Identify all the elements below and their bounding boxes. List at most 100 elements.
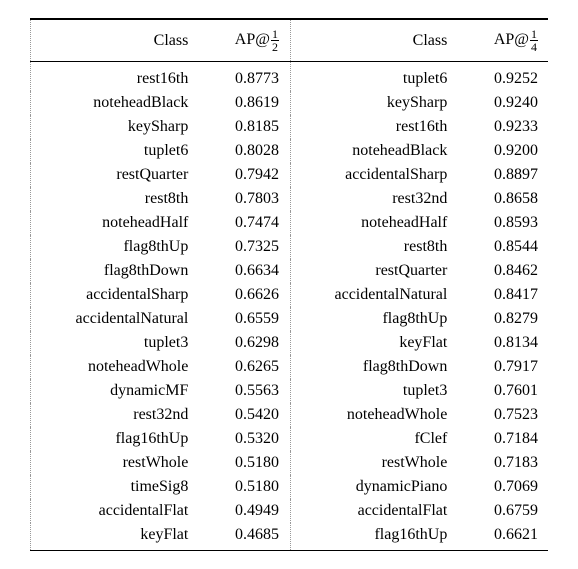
cell-class-left: rest32nd xyxy=(32,403,206,427)
cell-class-right: fClef xyxy=(290,427,465,451)
cell-ap-left: 0.8773 xyxy=(206,62,289,92)
header-ap-left: AP@12 xyxy=(206,20,289,62)
table-row: restQuarter0.7942accidentalSharp0.8897 xyxy=(31,163,549,187)
table-row: flag8thDown0.6634restQuarter0.8462 xyxy=(31,259,549,283)
cell-ap-right: 0.7069 xyxy=(465,475,548,499)
table-row: keyFlat0.4685flag16thUp0.6621 xyxy=(31,523,549,550)
cell-class-left: flag8thUp xyxy=(32,235,206,259)
table-row: flag8thUp0.7325rest8th0.8544 xyxy=(31,235,549,259)
results-table: Class AP@12 Class AP@14 rest16th0.8773tu… xyxy=(30,20,548,550)
table-row: dynamicMF0.5563tuplet30.7601 xyxy=(31,379,549,403)
cell-ap-left: 0.6298 xyxy=(206,331,289,355)
table-row: accidentalNatural0.6559flag8thUp0.8279 xyxy=(31,307,549,331)
cell-class-right: noteheadHalf xyxy=(290,211,465,235)
cell-class-right: dynamicPiano xyxy=(290,475,465,499)
cell-ap-left: 0.8619 xyxy=(206,91,289,115)
table-row: tuplet60.8028noteheadBlack0.9200 xyxy=(31,139,549,163)
cell-ap-left: 0.7474 xyxy=(206,211,289,235)
cell-ap-right: 0.7184 xyxy=(465,427,548,451)
table-row: timeSig80.5180dynamicPiano0.7069 xyxy=(31,475,549,499)
cell-ap-right: 0.9252 xyxy=(465,62,548,92)
cell-class-right: flag8thUp xyxy=(290,307,465,331)
header-row: Class AP@12 Class AP@14 xyxy=(31,20,549,62)
cell-class-right: accidentalNatural xyxy=(290,283,465,307)
header-class-left: Class xyxy=(32,20,206,62)
cell-class-right: accidentalFlat xyxy=(290,499,465,523)
cell-ap-left: 0.4949 xyxy=(206,499,289,523)
cell-class-right: noteheadWhole xyxy=(290,403,465,427)
cell-ap-left: 0.5180 xyxy=(206,475,289,499)
cell-ap-left: 0.5320 xyxy=(206,427,289,451)
cell-class-left: rest16th xyxy=(32,62,206,92)
table-row: noteheadWhole0.6265flag8thDown0.7917 xyxy=(31,355,549,379)
cell-ap-left: 0.6626 xyxy=(206,283,289,307)
cell-ap-right: 0.7523 xyxy=(465,403,548,427)
cell-ap-right: 0.8462 xyxy=(465,259,548,283)
cell-ap-right: 0.8593 xyxy=(465,211,548,235)
table-row: accidentalSharp0.6626accidentalNatural0.… xyxy=(31,283,549,307)
cell-ap-left: 0.8028 xyxy=(206,139,289,163)
cell-class-right: rest32nd xyxy=(290,187,465,211)
cell-class-left: restWhole xyxy=(32,451,206,475)
ap-frac-left: 12 xyxy=(271,28,279,53)
cell-class-left: dynamicMF xyxy=(32,379,206,403)
cell-ap-left: 0.5180 xyxy=(206,451,289,475)
cell-ap-right: 0.9233 xyxy=(465,115,548,139)
table-row: rest16th0.8773tuplet60.9252 xyxy=(31,62,549,92)
cell-ap-right: 0.7601 xyxy=(465,379,548,403)
cell-ap-right: 0.9200 xyxy=(465,139,548,163)
table-row: noteheadHalf0.7474noteheadHalf0.8593 xyxy=(31,211,549,235)
cell-ap-left: 0.7942 xyxy=(206,163,289,187)
cell-class-left: accidentalFlat xyxy=(32,499,206,523)
cell-class-right: rest8th xyxy=(290,235,465,259)
cell-ap-right: 0.8897 xyxy=(465,163,548,187)
cell-class-left: tuplet6 xyxy=(32,139,206,163)
cell-ap-left: 0.5563 xyxy=(206,379,289,403)
table-row: tuplet30.6298keyFlat0.8134 xyxy=(31,331,549,355)
cell-ap-right: 0.8134 xyxy=(465,331,548,355)
results-table-container: Class AP@12 Class AP@14 rest16th0.8773tu… xyxy=(30,18,548,551)
cell-class-right: accidentalSharp xyxy=(290,163,465,187)
cell-class-left: accidentalNatural xyxy=(32,307,206,331)
table-row: accidentalFlat0.4949accidentalFlat0.6759 xyxy=(31,499,549,523)
cell-class-right: keySharp xyxy=(290,91,465,115)
cell-ap-left: 0.5420 xyxy=(206,403,289,427)
header-ap-right: AP@14 xyxy=(465,20,548,62)
cell-class-left: restQuarter xyxy=(32,163,206,187)
cell-ap-right: 0.7183 xyxy=(465,451,548,475)
header-class-right: Class xyxy=(290,20,465,62)
cell-class-left: flag8thDown xyxy=(32,259,206,283)
cell-ap-left: 0.4685 xyxy=(206,523,289,550)
ap-prefix-left: AP@ xyxy=(235,31,270,48)
cell-ap-left: 0.8185 xyxy=(206,115,289,139)
table-row: rest8th0.7803rest32nd0.8658 xyxy=(31,187,549,211)
cell-class-right: keyFlat xyxy=(290,331,465,355)
cell-class-right: tuplet3 xyxy=(290,379,465,403)
table-row: restWhole0.5180restWhole0.7183 xyxy=(31,451,549,475)
cell-ap-right: 0.8417 xyxy=(465,283,548,307)
cell-ap-left: 0.6634 xyxy=(206,259,289,283)
cell-class-right: flag16thUp xyxy=(290,523,465,550)
cell-class-left: keyFlat xyxy=(32,523,206,550)
ap-frac-right: 14 xyxy=(530,28,538,53)
ap-prefix-right: AP@ xyxy=(494,31,529,48)
cell-ap-right: 0.8544 xyxy=(465,235,548,259)
cell-class-left: timeSig8 xyxy=(32,475,206,499)
table-row: noteheadBlack0.8619keySharp0.9240 xyxy=(31,91,549,115)
cell-class-right: restWhole xyxy=(290,451,465,475)
cell-class-right: rest16th xyxy=(290,115,465,139)
table-row: keySharp0.8185rest16th0.9233 xyxy=(31,115,549,139)
cell-class-left: keySharp xyxy=(32,115,206,139)
cell-ap-right: 0.7917 xyxy=(465,355,548,379)
cell-class-left: tuplet3 xyxy=(32,331,206,355)
cell-class-right: tuplet6 xyxy=(290,62,465,92)
cell-ap-right: 0.9240 xyxy=(465,91,548,115)
cell-ap-right: 0.6759 xyxy=(465,499,548,523)
cell-ap-right: 0.8279 xyxy=(465,307,548,331)
cell-ap-left: 0.7803 xyxy=(206,187,289,211)
table-row: rest32nd0.5420noteheadWhole0.7523 xyxy=(31,403,549,427)
cell-class-left: noteheadHalf xyxy=(32,211,206,235)
cell-class-left: accidentalSharp xyxy=(32,283,206,307)
cell-class-right: restQuarter xyxy=(290,259,465,283)
cell-ap-right: 0.6621 xyxy=(465,523,548,550)
